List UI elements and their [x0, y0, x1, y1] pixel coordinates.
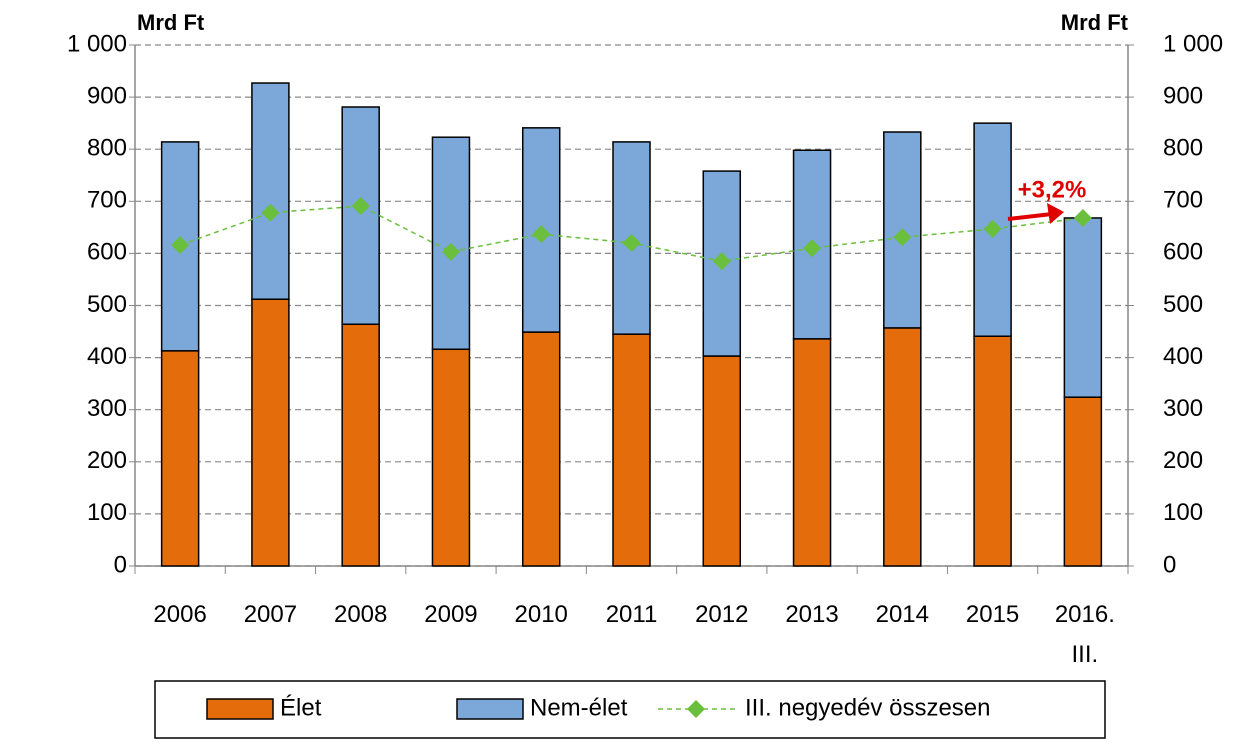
x-tick-label: 2014: [875, 601, 929, 628]
y-tick-label: 800: [87, 135, 127, 162]
line-marker: [712, 252, 731, 271]
annotation: +3,2%: [1018, 176, 1087, 203]
bar-segment: [883, 327, 922, 567]
bar-segment: [612, 333, 651, 567]
y2-axis-label: Mrd Ft: [1061, 10, 1129, 35]
y-tick-label: 1 000: [67, 30, 127, 57]
line-marker: [261, 203, 280, 222]
x-tick-label: 2013: [785, 601, 839, 628]
y-tick-label: 500: [87, 291, 127, 318]
x-tick-label: 2007: [243, 601, 298, 628]
y-tick-label: 400: [87, 343, 127, 370]
line-marker: [532, 225, 551, 244]
bar-segment: [792, 338, 832, 567]
line-marker: [622, 233, 641, 252]
y2-tick-label: 700: [1163, 187, 1203, 214]
y2-tick-label: 500: [1163, 291, 1203, 318]
x-tick-label: 2010: [514, 601, 568, 628]
y-tick-label: 100: [87, 499, 127, 526]
line-marker: [351, 196, 370, 215]
line-marker: [441, 242, 460, 261]
y-tick-label: 900: [87, 82, 127, 109]
bar-segment: [431, 348, 471, 567]
y-tick-label: 0: [114, 551, 127, 578]
legend-box: [154, 680, 1106, 739]
x-tick-label: 2006: [153, 601, 207, 628]
y2-tick-label: 800: [1163, 135, 1203, 162]
y2-tick-label: 400: [1163, 343, 1203, 370]
y2-tick-label: 200: [1163, 447, 1203, 474]
x-tick-label: 2016. III.: [1054, 601, 1115, 668]
legend-swatch: [456, 698, 524, 720]
bar-segment: [341, 323, 380, 567]
annotation-arrowhead: [1047, 203, 1064, 224]
annotation-arrow: [1007, 212, 1053, 221]
line-marker: [803, 239, 822, 258]
y2-tick-label: 300: [1163, 395, 1203, 422]
y2-tick-label: 600: [1163, 239, 1203, 266]
y2-tick-label: 0: [1163, 551, 1176, 578]
x-tick-label: 2009: [424, 601, 478, 628]
legend-label: Élet: [280, 694, 322, 721]
bar-segment: [251, 298, 290, 567]
x-tick-label: 2012: [695, 601, 749, 628]
y2-tick-label: 100: [1163, 499, 1203, 526]
y-tick-label: 200: [87, 447, 127, 474]
bar-segment: [1063, 396, 1103, 567]
bar-segment: [251, 82, 290, 300]
bar-segment: [160, 350, 200, 567]
bar-segment: [973, 335, 1012, 567]
legend-swatch: [206, 698, 274, 720]
legend-label: III. negyedév összesen: [745, 694, 990, 721]
bar-segment: [1063, 217, 1103, 398]
y2-tick-label: 1 000: [1163, 30, 1223, 57]
y-axis-label: Mrd Ft: [137, 10, 205, 35]
line-marker: [171, 236, 190, 255]
x-tick-label: 2015: [965, 601, 1020, 628]
bar-segment: [521, 331, 561, 567]
y-tick-label: 300: [87, 395, 127, 422]
legend-label: Nem-élet: [530, 694, 628, 721]
x-tick-label: 2011: [605, 601, 658, 628]
bar-segment: [702, 355, 742, 567]
y-tick-label: 600: [87, 239, 127, 266]
bar-segment: [341, 106, 380, 326]
line-marker: [893, 228, 912, 247]
bar-segment: [521, 127, 561, 333]
x-tick-label: 2008: [333, 601, 388, 628]
y2-tick-label: 900: [1163, 82, 1203, 109]
line-marker: [1073, 208, 1092, 227]
line-marker: [983, 219, 1002, 238]
legend-marker: [687, 700, 705, 718]
y-tick-label: 700: [87, 187, 127, 214]
